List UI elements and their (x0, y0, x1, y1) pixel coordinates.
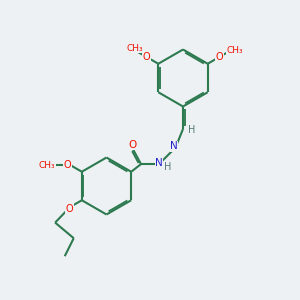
Text: O: O (216, 52, 223, 62)
Text: O: O (143, 52, 150, 62)
Text: O: O (128, 140, 137, 150)
Text: N: N (155, 158, 163, 168)
Text: H: H (164, 162, 171, 172)
Text: H: H (188, 124, 195, 135)
Text: CH₃: CH₃ (226, 46, 243, 55)
Text: CH₃: CH₃ (126, 44, 142, 53)
Text: CH₃: CH₃ (39, 160, 55, 169)
Text: N: N (170, 141, 178, 151)
Text: O: O (64, 160, 71, 170)
Text: O: O (66, 203, 73, 214)
